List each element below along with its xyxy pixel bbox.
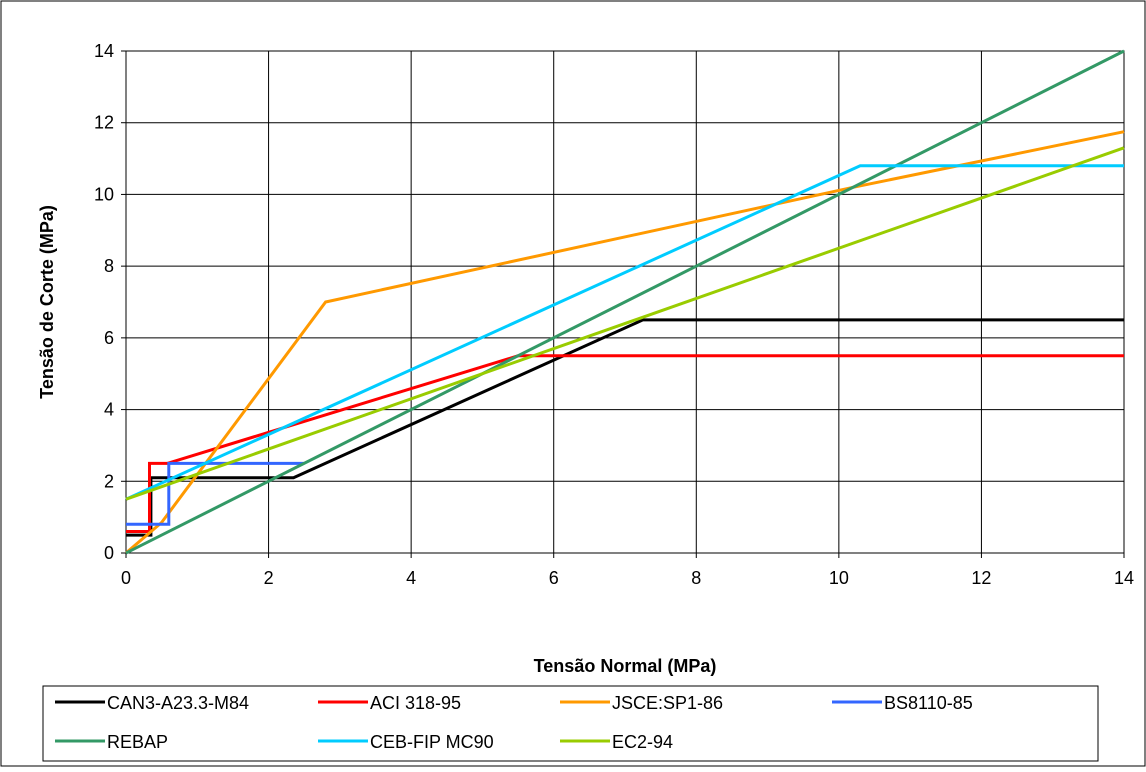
y-tick-label: 14 — [94, 41, 114, 61]
x-tick-label: 14 — [1114, 568, 1134, 588]
grid-lines — [126, 51, 1124, 553]
y-tick-label: 8 — [104, 256, 114, 276]
legend-label-ec2-94: EC2-94 — [612, 732, 673, 752]
y-tick-label: 2 — [104, 471, 114, 491]
x-axis-label: Tensão Normal (MPa) — [534, 656, 717, 676]
y-axis-ticks: 0 2 4 6 8 10 12 14 — [94, 41, 126, 563]
y-tick-label: 4 — [104, 400, 114, 420]
series-line-ec2-94 — [125, 146, 1125, 501]
x-tick-label: 8 — [691, 568, 701, 588]
series-line-aci-318-95 — [126, 354, 1124, 533]
series-lines — [125, 49, 1125, 555]
y-tick-label: 12 — [94, 113, 114, 133]
x-tick-label: 0 — [121, 568, 131, 588]
y-axis-label: Tensão de Corte (MPa) — [37, 205, 57, 399]
legend-box — [42, 685, 1099, 762]
x-tick-label: 2 — [264, 568, 274, 588]
legend-label-aci-318-95: ACI 318-95 — [370, 693, 461, 713]
x-tick-label: 10 — [829, 568, 849, 588]
legend-label-bs8110-85: BS8110-85 — [884, 693, 973, 713]
y-tick-label: 10 — [94, 184, 114, 204]
legend-label-can3-a23-3-m84: CAN3-A23.3-M84 — [107, 693, 249, 713]
y-tick-label: 0 — [104, 543, 114, 563]
x-axis-ticks: 0 2 4 6 8 10 12 14 — [121, 553, 1134, 588]
x-tick-label: 12 — [971, 568, 991, 588]
legend: CAN3-A23.3-M84 ACI 318-95 JSCE:SP1-86 BS811… — [55, 693, 973, 752]
legend-label-jsce-sp1-86: JSCE:SP1-86 — [612, 693, 723, 713]
x-tick-label: 6 — [549, 568, 559, 588]
legend-label-ceb-fip-mc90: CEB-FIP MC90 — [370, 732, 494, 752]
series-line-bs8110-85 — [126, 461, 305, 526]
series-line-jsce-sp1-86 — [125, 130, 1125, 555]
x-tick-label: 4 — [406, 568, 416, 588]
series-line-rebap — [125, 49, 1125, 555]
legend-label-rebap: REBAP — [107, 732, 168, 752]
y-tick-label: 6 — [104, 328, 114, 348]
series-line-ceb-fip-mc90 — [125, 164, 1124, 501]
